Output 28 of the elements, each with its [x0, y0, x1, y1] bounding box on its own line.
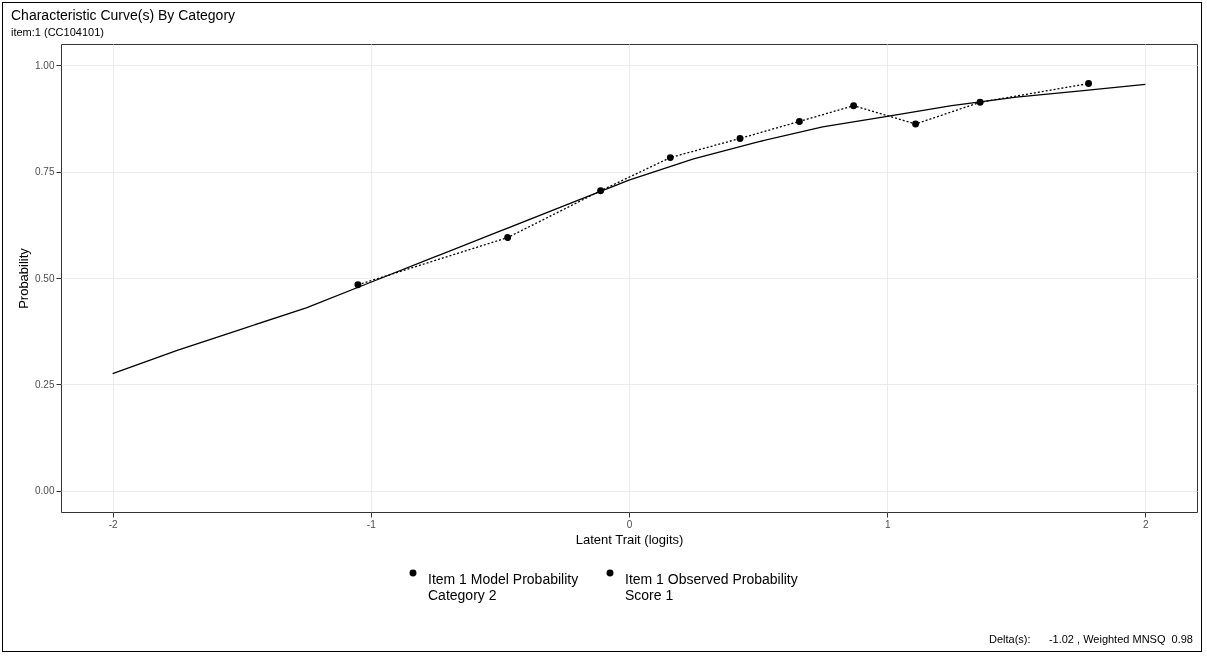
point — [736, 134, 744, 142]
y-tick-label: 0.75 — [35, 166, 55, 178]
text: Delta(s): -1.02 , Weighted MNSQ 0.98 — [989, 633, 1193, 645]
y-tick-label: 0.50 — [35, 272, 55, 284]
legend-label: Item 1 Observed Probability Score 1 — [625, 571, 798, 603]
point — [912, 120, 920, 128]
line-series — [111, 83, 1147, 375]
y-tick-label: 0.25 — [35, 378, 55, 390]
point — [666, 154, 674, 162]
point — [354, 281, 362, 289]
y-tick-label: 0.00 — [35, 485, 55, 497]
x-tick-label: 1 — [884, 518, 891, 530]
point — [795, 117, 803, 125]
y-tick-label: 1.00 — [35, 59, 55, 71]
x-tick-label: -1 — [366, 518, 377, 530]
x-axis-title: Latent Trait (logits) — [575, 531, 684, 547]
point — [597, 187, 605, 195]
y-axis-title: Probability — [16, 247, 32, 309]
legend-label: Item 1 Model Probability Category 2 — [428, 571, 579, 603]
x-tick-label: 2 — [1143, 518, 1150, 530]
point — [1085, 80, 1093, 88]
point — [504, 234, 512, 242]
x-tick-label: -2 — [108, 518, 119, 530]
chart-subtitle: item:1 (CC104101) — [11, 26, 104, 38]
point — [976, 98, 984, 106]
x-tick-label: 0 — [626, 518, 633, 530]
point — [850, 102, 858, 110]
chart-title: Characteristic Curve(s) By Category — [11, 7, 236, 23]
